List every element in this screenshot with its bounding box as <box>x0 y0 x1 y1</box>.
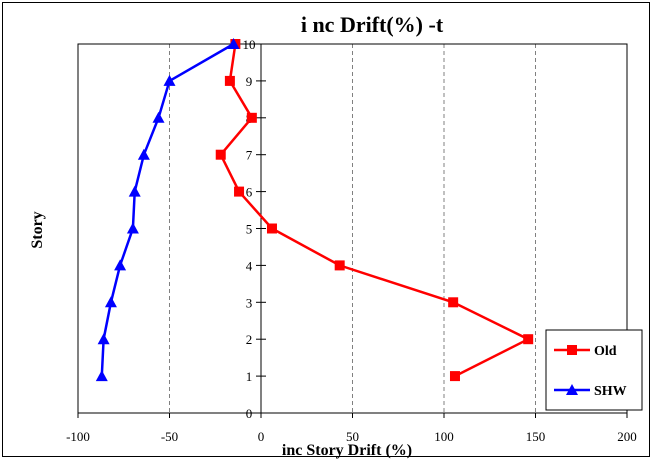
data-point-old <box>224 75 235 86</box>
data-point-shw <box>163 74 176 86</box>
y-tick-label: 7 <box>246 148 253 163</box>
y-axis-label: Story <box>29 211 46 248</box>
data-point-old <box>266 223 277 234</box>
series-line-shw <box>100 42 235 377</box>
x-tick-label: 50 <box>346 429 359 444</box>
chart-frame <box>2 2 650 457</box>
series-group <box>95 38 534 382</box>
y-tick-label: 3 <box>246 295 253 310</box>
gridlines <box>169 44 536 413</box>
data-point-old <box>449 371 460 382</box>
chart-title: i nc Drift(%) -t <box>301 12 444 37</box>
data-point-shw <box>126 222 139 234</box>
legend-marker-shw <box>566 384 578 395</box>
x-tick-label: 0 <box>258 429 265 444</box>
data-point-shw <box>97 333 110 345</box>
x-tick-label: 100 <box>434 429 454 444</box>
y-tick-label: 1 <box>246 369 253 384</box>
data-point-shw <box>95 370 108 382</box>
y-tick-label: 0 <box>246 406 253 421</box>
y-tick-label: 10 <box>243 37 256 52</box>
series-line-old <box>219 43 531 378</box>
x-tick-label: -100 <box>66 429 90 444</box>
y-tick-label: 5 <box>246 222 253 237</box>
data-point-shw <box>104 296 117 308</box>
y-tick-label: 9 <box>246 74 253 89</box>
data-point-old <box>246 112 257 123</box>
data-point-old <box>334 260 345 271</box>
y-tick-label: 6 <box>246 185 253 200</box>
x-tick-label: -50 <box>161 429 178 444</box>
data-point-shw <box>137 148 150 160</box>
x-axis-ticks: -100 -50 0 50 100 150 200 <box>66 413 637 444</box>
y-tick-label: 4 <box>246 258 253 273</box>
legend-marker-old <box>567 345 577 355</box>
x-axis-label: inc Story Drift (%) <box>282 442 412 459</box>
data-point-shw <box>227 38 240 49</box>
legend-label-old: Old <box>594 344 617 359</box>
data-point-shw <box>114 259 127 271</box>
data-point-old <box>448 297 459 308</box>
data-point-old <box>234 186 245 197</box>
legend: Old SHW <box>545 329 643 411</box>
data-point-old <box>215 149 226 160</box>
y-tick-label: 2 <box>246 332 253 347</box>
x-tick-label: 150 <box>526 429 546 444</box>
data-point-shw <box>128 185 141 197</box>
x-tick-label: 200 <box>617 429 637 444</box>
legend-box <box>545 329 643 411</box>
data-point-shw <box>152 111 165 123</box>
legend-label-shw: SHW <box>594 384 627 399</box>
data-point-old <box>523 334 534 345</box>
y-axis-ticks: 012345678910 <box>243 37 266 421</box>
